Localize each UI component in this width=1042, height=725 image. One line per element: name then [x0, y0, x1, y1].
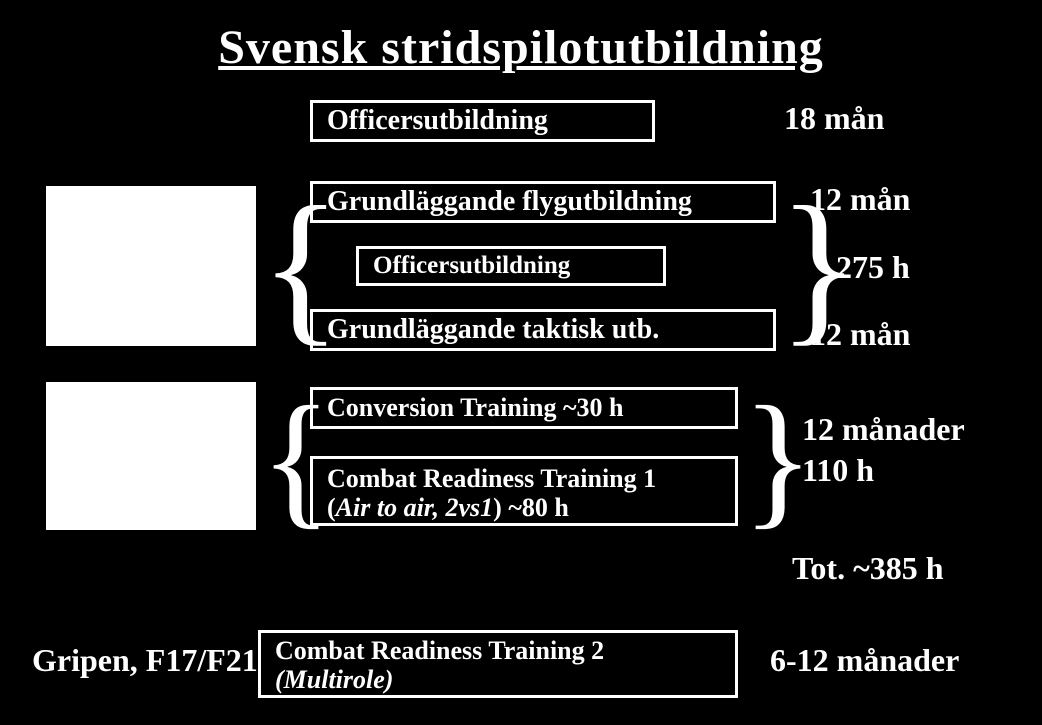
text: ( — [327, 493, 336, 522]
box-crt2: Combat Readiness Training 2 (Multirole) — [258, 630, 738, 698]
box-label: Conversion Training ~30 h — [327, 393, 623, 423]
box-label-line2: (Multirole) — [275, 666, 721, 695]
box-label-line1: Combat Readiness Training 1 — [327, 465, 721, 494]
box-label-line2: (Air to air, 2vs1) ~80 h — [327, 494, 721, 523]
box-conversion-training: Conversion Training ~30 h — [310, 387, 738, 429]
slide-title: Svensk stridspilotutbildning — [0, 20, 1042, 75]
duration-block2-months: 12 månader — [802, 411, 965, 448]
box-officer-training-1: Officersutbildning — [310, 100, 655, 142]
aircraft-image-2 — [46, 382, 256, 530]
text-italic: Air to air, 2vs1 — [336, 493, 493, 522]
label-gripen: Gripen, F17/F21 — [32, 642, 258, 679]
duration-block2-hours: 110 h — [802, 452, 874, 489]
box-basic-tactical-training: Grundläggande taktisk utb. — [310, 309, 776, 351]
text: ) ~80 h — [493, 493, 569, 522]
duration-basic-flight: 12 mån — [810, 181, 910, 218]
box-crt1: Combat Readiness Training 1 (Air to air,… — [310, 456, 738, 526]
duration-basic-tactical: 12 mån — [810, 316, 910, 353]
box-label-line1: Combat Readiness Training 2 — [275, 637, 721, 666]
box-label: Officersutbildning — [373, 252, 570, 280]
duration-officer1: 18 mån — [784, 100, 884, 137]
aircraft-image-1 — [46, 186, 256, 346]
duration-crt2: 6-12 månader — [770, 642, 959, 679]
box-label: Grundläggande taktisk utb. — [327, 314, 659, 346]
duration-total: Tot. ~385 h — [792, 550, 944, 587]
duration-275h: 275 h — [836, 249, 910, 286]
box-label: Officersutbildning — [327, 105, 548, 137]
box-officer-training-2: Officersutbildning — [356, 246, 666, 286]
box-basic-flight-training: Grundläggande flygutbildning — [310, 181, 776, 223]
box-label: Grundläggande flygutbildning — [327, 186, 692, 218]
